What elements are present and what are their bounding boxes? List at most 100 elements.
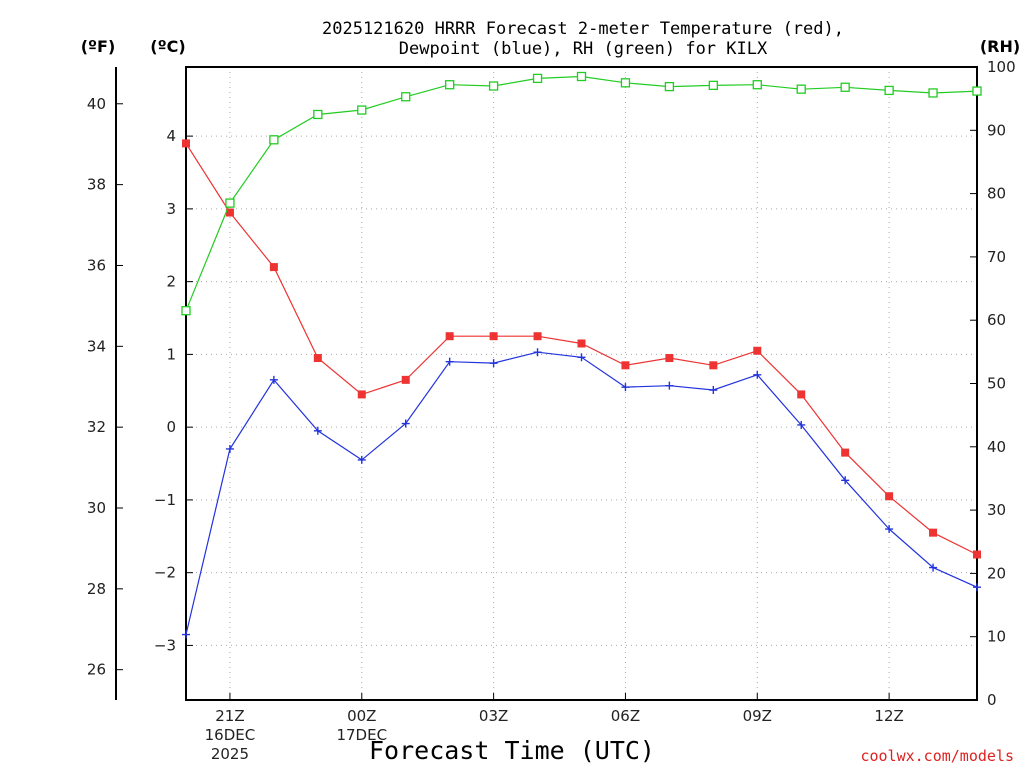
x-tick-label: 16DEC <box>205 726 256 744</box>
rh-point <box>401 92 411 102</box>
dewpoint-point <box>182 630 190 639</box>
celsius-tick-label: 3 <box>166 200 176 218</box>
rh-point <box>576 71 587 82</box>
dewpoint-point <box>885 525 894 534</box>
rh-point <box>840 82 850 92</box>
dewpoint-point <box>225 444 234 453</box>
celsius-tick-label: 2 <box>166 273 176 291</box>
temperature-point <box>357 390 366 399</box>
dewpoint-point <box>269 375 278 384</box>
fahrenheit-tick-label: 36 <box>87 256 106 274</box>
celsius-tick-label: −1 <box>154 491 176 509</box>
temperature-point <box>489 332 498 341</box>
chart-title-line-1: 2025121620 HRRR Forecast 2-meter Tempera… <box>322 19 844 39</box>
temperature-point <box>753 346 762 355</box>
temperature-point <box>533 332 542 341</box>
rh-point <box>269 135 279 145</box>
axes <box>115 66 978 701</box>
rh-point <box>532 73 543 84</box>
dewpoint-line <box>185 351 978 635</box>
data-series <box>181 71 982 639</box>
rh-tick-label: 20 <box>987 564 1006 582</box>
rh-tick-label: 40 <box>987 438 1006 456</box>
x-axis-label: Forecast Time (UTC) <box>369 736 655 765</box>
celsius-tick-label: 1 <box>166 345 176 363</box>
rh-point <box>972 86 982 96</box>
celsius-unit-label: (ºC) <box>150 37 185 56</box>
rh-tick-label: 30 <box>987 501 1006 519</box>
temperature-point <box>797 390 806 399</box>
fahrenheit-tick-label: 26 <box>87 661 106 679</box>
rh-point <box>488 81 499 91</box>
temperature-point <box>401 375 410 384</box>
x-tick-label: 2025 <box>211 745 249 763</box>
x-tick-label: 00Z <box>347 707 376 725</box>
x-tick-label: 21Z <box>215 707 244 725</box>
rh-point <box>225 198 235 208</box>
x-tick-label: 12Z <box>874 707 903 725</box>
chart-title-line-2: Dewpoint (blue), RH (green) for KILX <box>399 39 768 59</box>
dewpoint-point <box>445 357 454 366</box>
celsius-tick-label: −2 <box>154 564 176 582</box>
temperature-point <box>841 448 850 457</box>
dewpoint-point <box>313 426 322 435</box>
credit-text: coolwx.com/models <box>860 747 1014 765</box>
celsius-tick-label: −3 <box>154 636 176 654</box>
dewpoint-point <box>533 348 542 357</box>
dewpoint-point <box>973 583 981 592</box>
x-tick-label: 03Z <box>479 707 508 725</box>
temperature-point <box>973 550 981 559</box>
dewpoint-point <box>841 476 850 485</box>
rh-tick-label: 90 <box>987 121 1006 139</box>
rh-point <box>181 306 191 316</box>
dewpoint-point <box>753 370 762 379</box>
dewpoint-point <box>489 359 498 368</box>
fahrenheit-unit-label: (ºF) <box>81 37 116 56</box>
temperature-point <box>269 263 278 272</box>
temperature-point <box>182 139 190 148</box>
x-tick-label: 06Z <box>611 707 640 725</box>
dewpoint-point <box>797 420 806 429</box>
rh-point <box>708 80 718 91</box>
rh-point <box>928 88 938 98</box>
temperature-point <box>225 208 234 217</box>
x-tick-label: 09Z <box>743 707 772 725</box>
temperature-point <box>577 339 586 348</box>
temperature-point <box>313 354 322 363</box>
dewpoint-point <box>665 381 674 390</box>
temperature-point <box>929 528 938 537</box>
temperature-point <box>709 361 718 370</box>
rh-point <box>313 109 323 120</box>
rh-tick-label: 50 <box>987 375 1006 393</box>
rh-point <box>620 78 631 88</box>
rh-point <box>796 84 806 94</box>
x-tick-label: 17DEC <box>336 726 387 744</box>
temperature-point <box>885 492 894 501</box>
dewpoint-point <box>577 353 586 362</box>
temperature-point <box>445 332 454 341</box>
rh-point <box>752 80 762 90</box>
plot-frame <box>185 66 978 701</box>
celsius-tick-label: 0 <box>166 418 176 436</box>
dewpoint-point <box>709 386 718 395</box>
rh-tick-label: 70 <box>987 248 1006 266</box>
temperature-point <box>665 354 674 363</box>
rh-point <box>664 81 675 92</box>
rh-tick-label: 60 <box>987 311 1006 329</box>
rh-line <box>185 75 978 311</box>
tick-labels: 2628303234363840−3−2−1012340102030405060… <box>87 58 1016 763</box>
rh-point <box>445 80 455 90</box>
celsius-tick-label: 4 <box>166 127 176 145</box>
dewpoint-point <box>929 563 938 572</box>
dewpoint-point <box>357 455 366 464</box>
rh-point <box>357 105 367 115</box>
dewpoint-point <box>621 383 630 392</box>
rh-tick-label: 10 <box>987 628 1006 646</box>
rh-tick-label: 0 <box>987 691 997 709</box>
fahrenheit-tick-label: 38 <box>87 176 106 194</box>
rh-tick-label: 80 <box>987 185 1006 203</box>
temperature-point <box>621 361 630 370</box>
fahrenheit-tick-label: 40 <box>87 95 106 113</box>
fahrenheit-tick-label: 30 <box>87 499 106 517</box>
